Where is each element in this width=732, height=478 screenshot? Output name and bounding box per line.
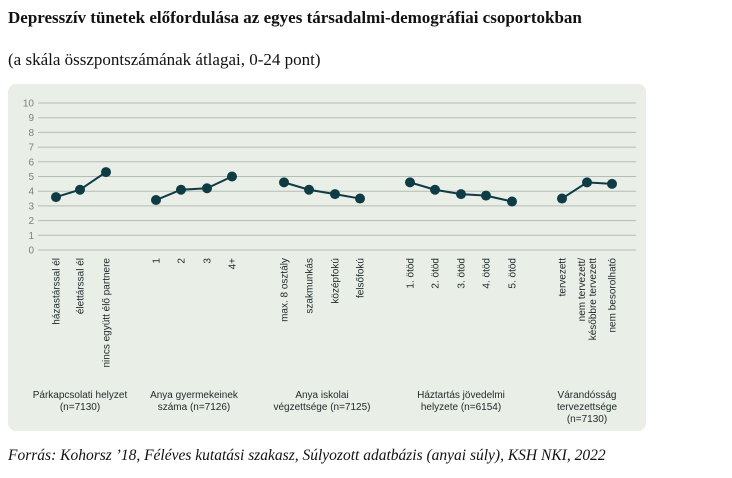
group-label: végzettsége (n=7125) bbox=[273, 402, 370, 413]
chart-title: Depresszív tünetek előfordulása az egyes… bbox=[8, 8, 582, 27]
data-point-3-3 bbox=[330, 189, 340, 200]
data-point-4-1 bbox=[405, 177, 415, 188]
data-point-1-2 bbox=[75, 184, 85, 195]
y-tick-label-1: 1 bbox=[28, 231, 34, 242]
x-category-label: nem tervezett/ bbox=[577, 258, 588, 322]
data-point-1-1 bbox=[51, 192, 61, 203]
data-point-5-3 bbox=[607, 178, 617, 189]
x-category-label: nincs együtt élő partnere bbox=[102, 258, 113, 368]
data-point-3-2 bbox=[304, 184, 314, 195]
group-label: száma (n=7126) bbox=[158, 402, 231, 413]
x-category-label: nem besorolható bbox=[608, 258, 619, 333]
x-category-label: későbbre tervezett bbox=[588, 258, 599, 340]
x-category-label: 4+ bbox=[228, 258, 239, 270]
data-point-3-4 bbox=[355, 193, 365, 204]
x-category-label: 4. ötöd bbox=[482, 258, 493, 289]
y-tick-label-7: 7 bbox=[28, 143, 34, 154]
data-point-4-2 bbox=[430, 184, 440, 195]
x-category-label: 2. ötöd bbox=[431, 258, 442, 289]
y-tick-label-0: 0 bbox=[28, 246, 34, 257]
x-category-label: 1. ötöd bbox=[406, 258, 417, 289]
x-category-label: tervezett bbox=[558, 258, 569, 297]
data-point-4-3 bbox=[456, 189, 466, 200]
data-point-1-3 bbox=[101, 167, 111, 178]
group-label: (n=7130) bbox=[60, 402, 100, 413]
y-tick-label-5: 5 bbox=[28, 172, 34, 183]
group-label: Háztartás jövedelmi bbox=[417, 390, 505, 401]
data-point-4-5 bbox=[507, 196, 517, 207]
y-tick-label-3: 3 bbox=[28, 201, 34, 212]
y-tick-label-6: 6 bbox=[28, 157, 34, 168]
data-point-2-2 bbox=[176, 184, 186, 195]
x-category-label: élettárssal él bbox=[76, 258, 87, 314]
source-note: Forrás: Kohorsz ’18, Féléves kutatási sz… bbox=[8, 447, 606, 464]
line-chart: 0 1 2 3 4 5 6 7 8 9 10 házastárssal él élettárssal é… bbox=[23, 99, 636, 425]
series-line-group-2 bbox=[155, 175, 233, 201]
chart-subtitle: (a skála összpontszámának átlagai, 0-24 … bbox=[8, 50, 321, 69]
x-category-label: 2 bbox=[177, 258, 188, 264]
series-line-group-3 bbox=[283, 181, 361, 200]
data-point-2-4 bbox=[227, 171, 237, 182]
x-category-label: 3 bbox=[203, 258, 214, 264]
x-category-label: szakmunkás bbox=[305, 258, 316, 314]
y-tick-label-8: 8 bbox=[28, 128, 34, 139]
group-label: Anya gyermekeinek bbox=[150, 390, 239, 401]
y-tick-label-10: 10 bbox=[23, 99, 35, 110]
chart-panel: 0 1 2 3 4 5 6 7 8 9 10 házastárssal él élettárssal é… bbox=[8, 84, 646, 431]
data-point-2-1 bbox=[151, 195, 161, 206]
group-label: Párkapcsolati helyzet bbox=[33, 390, 128, 401]
group-label: Anya iskolai bbox=[295, 390, 348, 401]
group-label: Várandósság bbox=[558, 390, 617, 401]
x-category-label: max. 8 osztály bbox=[280, 258, 291, 322]
x-category-label: 1 bbox=[152, 258, 163, 264]
group-label: tervezettsége bbox=[557, 402, 617, 413]
y-tick-label-4: 4 bbox=[28, 187, 34, 198]
data-point-4-4 bbox=[481, 190, 491, 201]
data-point-2-3 bbox=[202, 183, 212, 194]
data-point-5-2 bbox=[582, 177, 592, 188]
x-category-label: felsőfokú bbox=[356, 258, 367, 298]
group-label: helyzete (n=6154) bbox=[421, 402, 501, 413]
x-category-label: 5. ötöd bbox=[508, 258, 519, 289]
data-point-5-1 bbox=[557, 193, 567, 204]
x-category-label: házastárssal él bbox=[52, 258, 63, 325]
y-tick-label-9: 9 bbox=[28, 113, 34, 124]
x-category-label: középfokú bbox=[331, 258, 342, 304]
x-category-label: 3. ötöd bbox=[457, 258, 468, 289]
group-label: (n=7130) bbox=[567, 414, 607, 425]
data-point-3-1 bbox=[279, 177, 289, 188]
y-tick-label-2: 2 bbox=[28, 216, 34, 227]
